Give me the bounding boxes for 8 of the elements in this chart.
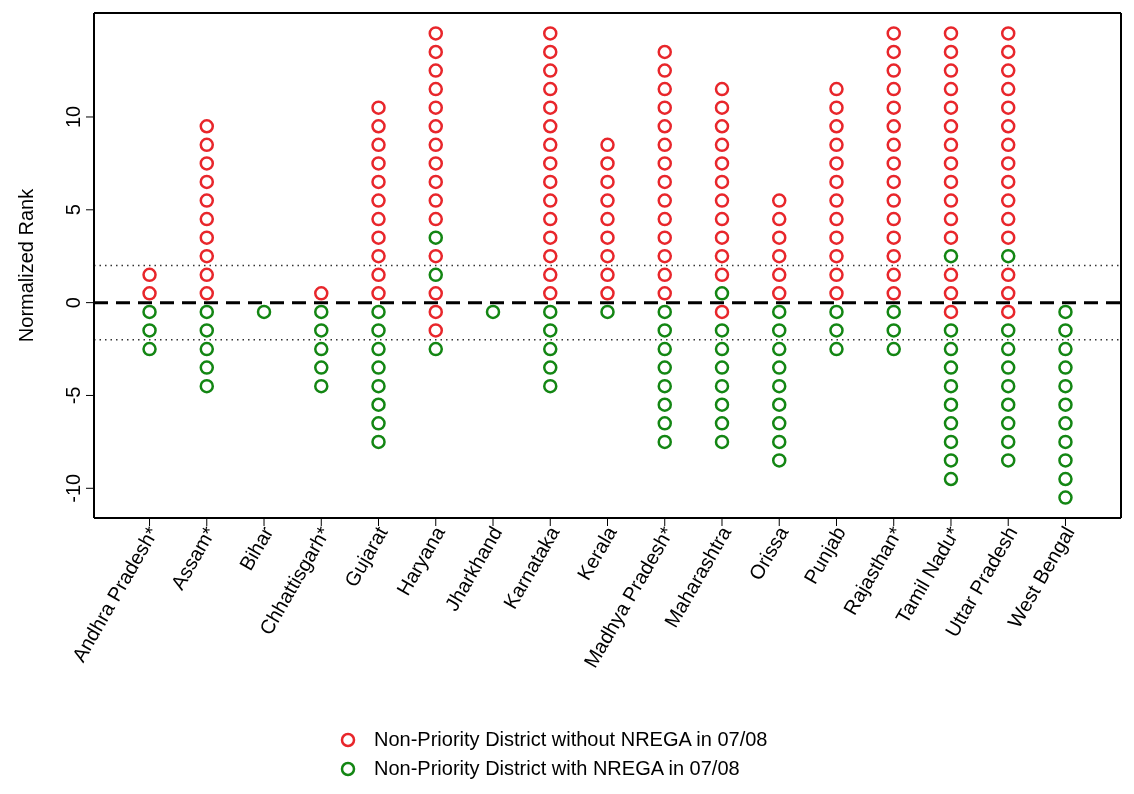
y-tick-label: 5 xyxy=(62,204,84,216)
y-tick-label: -5 xyxy=(62,386,84,405)
legend-label: Non-Priority District without NREGA in 07/08 xyxy=(374,728,768,751)
y-tick-label: 10 xyxy=(62,105,84,129)
legend-label: Non-Priority District with NREGA in 07/08 xyxy=(374,757,740,780)
y-tick-label: -10 xyxy=(62,473,84,503)
y-tick-label: 0 xyxy=(62,297,84,309)
y-axis-title: Normalized Rank xyxy=(15,187,38,343)
